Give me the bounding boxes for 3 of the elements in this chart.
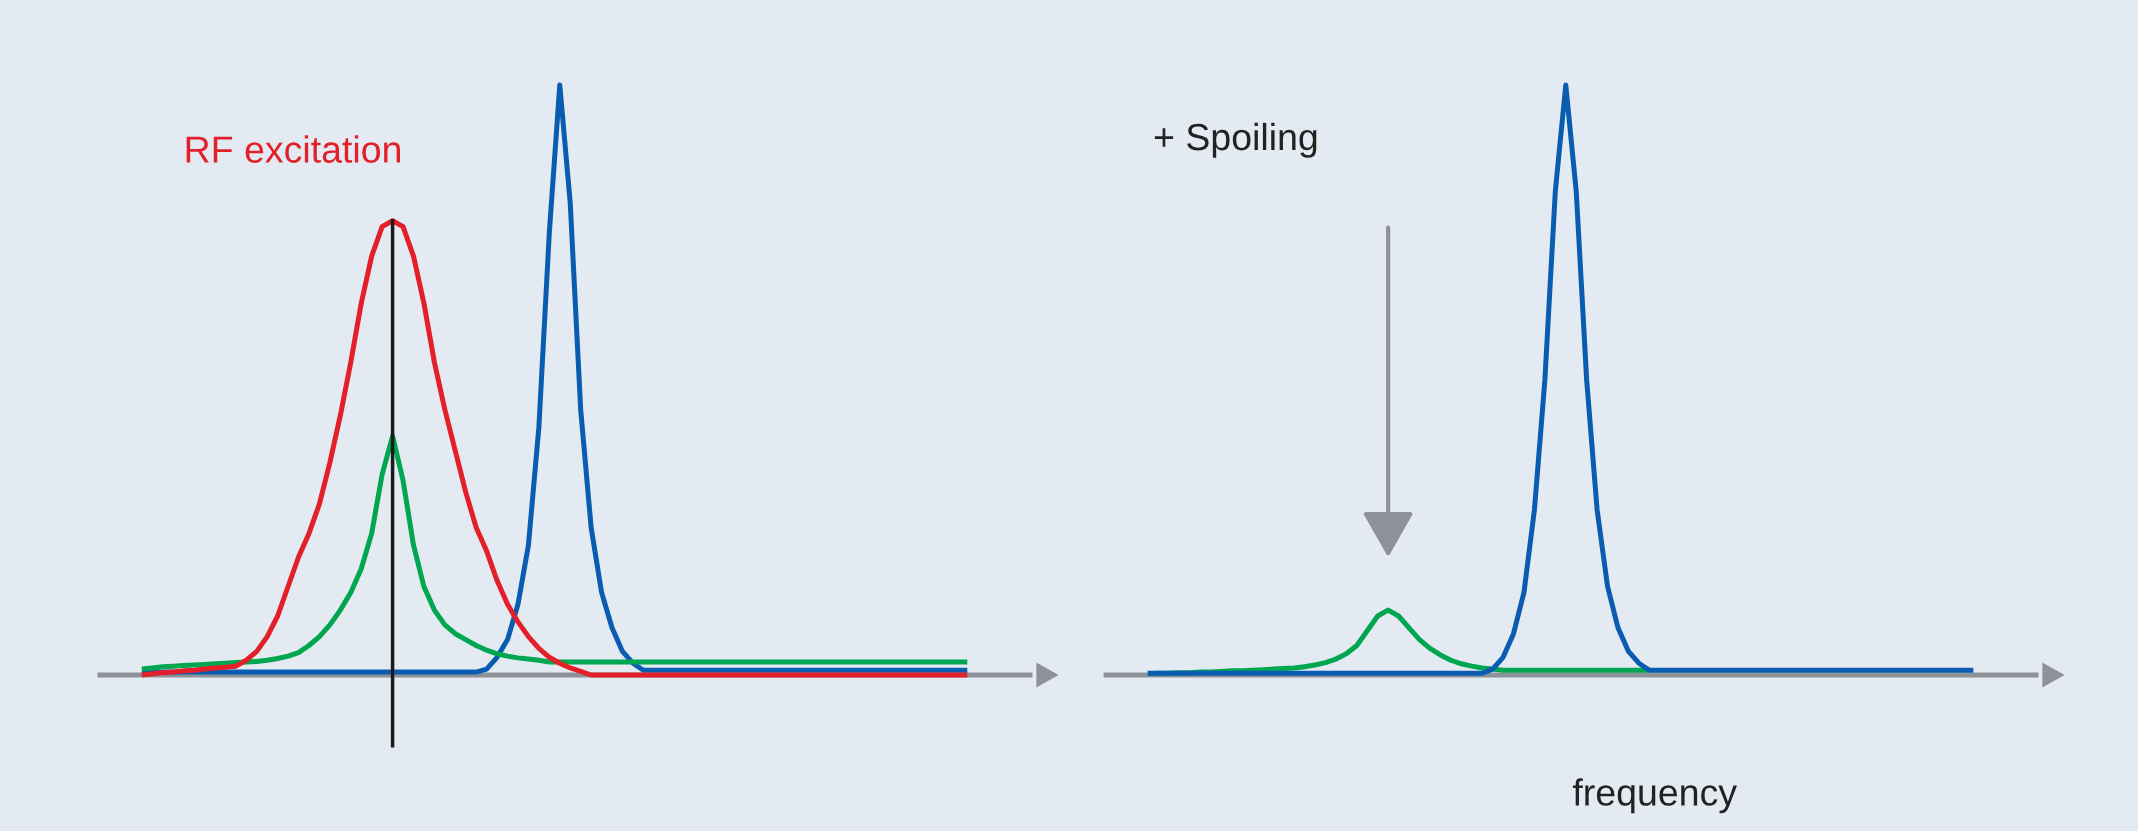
annotation: + Spoiling [1154, 122, 1317, 158]
series-label: RF excitation [186, 135, 400, 163]
x-axis-title: frequency [1572, 778, 1737, 814]
